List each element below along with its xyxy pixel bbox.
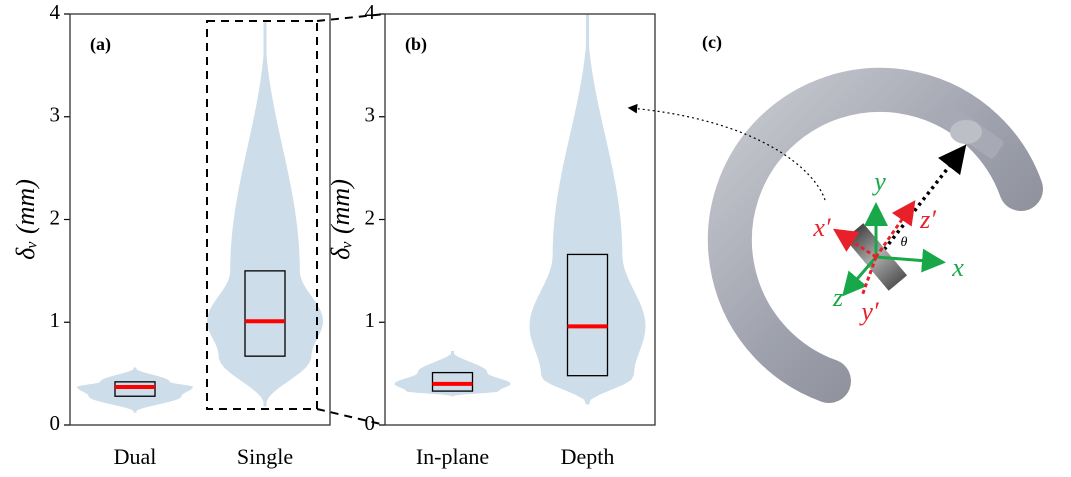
panel-label: (c) <box>702 32 722 53</box>
x-tick-label: In-plane <box>416 444 489 469</box>
y-tick-label: 3 <box>365 103 376 127</box>
axis-label: x′ <box>812 213 831 242</box>
axis-label: z <box>832 283 843 312</box>
panel-label: (b) <box>405 34 427 55</box>
x-tick-label: Dual <box>114 444 157 469</box>
figure: DualSingle01234δᵥ (mm)(a)In-planeDepth01… <box>0 0 1071 477</box>
beam-arrow <box>880 150 962 255</box>
violin <box>530 14 646 404</box>
x-tick-label: Depth <box>561 444 615 469</box>
axis-label: z′ <box>919 205 936 234</box>
violin <box>77 367 193 412</box>
y-tick-label: 1 <box>50 308 61 332</box>
y-tick-label: 0 <box>50 411 61 435</box>
axis-label: y′ <box>858 297 879 326</box>
y-tick-label: 2 <box>365 205 376 229</box>
axis-label: x <box>951 253 964 282</box>
illustration: (c) y x′ z′ θ x z y′ <box>630 32 1021 381</box>
violin <box>395 351 511 396</box>
y-tick-label: 4 <box>365 0 376 24</box>
y-tick-label: 4 <box>50 0 61 24</box>
axis-label: y <box>871 167 886 196</box>
violin <box>207 22 323 406</box>
y-axis-label: δᵥ (mm) <box>326 179 355 260</box>
y-tick-label: 3 <box>50 103 61 127</box>
panel-label: (a) <box>90 34 111 55</box>
axis-z <box>846 257 876 292</box>
y-tick-label: 2 <box>50 205 61 229</box>
x-tick-label: Single <box>237 444 293 469</box>
angle-label: θ <box>901 235 908 250</box>
detector-head <box>950 120 982 144</box>
y-axis-label: δᵥ (mm) <box>11 179 40 260</box>
y-tick-label: 1 <box>365 308 376 332</box>
